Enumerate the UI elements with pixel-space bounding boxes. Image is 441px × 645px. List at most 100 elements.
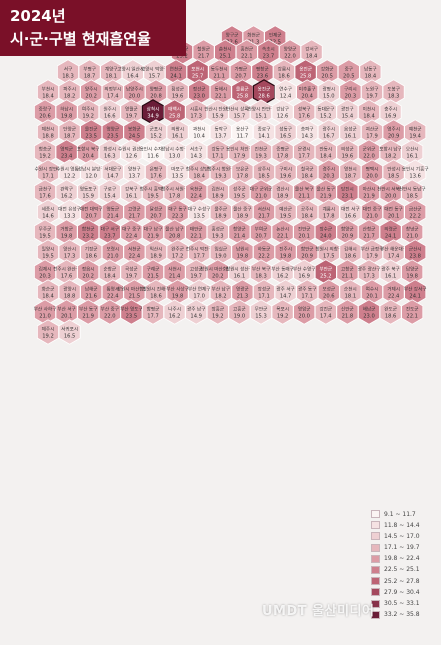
- region-name: 목포시: [276, 307, 289, 313]
- region-value: 23.7: [104, 234, 116, 240]
- region-value: 19.7: [126, 114, 138, 120]
- region-name: 완주군: [171, 246, 184, 253]
- region-name: 광진구: [341, 106, 354, 113]
- region-name: 광주시: [322, 126, 335, 133]
- region-name: 속초시: [262, 46, 275, 53]
- region-name: 부산 영도구: [120, 306, 143, 313]
- region-name: 울산 북구: [295, 186, 313, 193]
- region-value: 18.8: [64, 294, 76, 300]
- region-value: 19.7: [366, 94, 378, 100]
- region-value: 25.1: [219, 54, 231, 60]
- region-value: 18.6: [150, 294, 162, 300]
- region-value: 20.1: [61, 314, 73, 320]
- region-name: 경산시: [276, 186, 289, 193]
- region-value: 16.1: [126, 194, 138, 200]
- region-value: 17.0: [193, 294, 205, 300]
- region-name: 창원시 진해구: [143, 286, 170, 293]
- region-value: 21.4: [107, 214, 119, 220]
- region-name: 영양군: [106, 126, 119, 133]
- region-value: 16.2: [61, 194, 73, 200]
- region-hex: [206, 299, 229, 325]
- legend-swatch: [371, 565, 380, 574]
- region-name: 성남시 분당구: [78, 166, 105, 173]
- region-name: 부산 사하구: [34, 306, 57, 313]
- region-name: 포천시: [191, 66, 204, 73]
- region-name: 임실군: [214, 246, 227, 253]
- region-name: 연천군: [170, 66, 183, 73]
- region-name: 증평군: [276, 146, 289, 153]
- region-value: 21.6: [85, 294, 97, 300]
- region-name: 괴산군: [366, 126, 379, 133]
- region-hex: [166, 279, 189, 305]
- region-value: 21.5: [147, 274, 159, 280]
- region-name: 강화군: [321, 66, 334, 73]
- region-value: 21.3: [237, 294, 249, 300]
- region-name: 청주시 청원구: [207, 166, 234, 173]
- region-name: 옹진군: [258, 86, 271, 93]
- region-name: 안동시: [319, 146, 332, 153]
- region-value: 17.8: [323, 214, 335, 220]
- legend-range: 22.5 ~ 25.1: [384, 566, 420, 574]
- region-value: 23.2: [176, 54, 188, 60]
- region-name: 칠곡군: [301, 166, 314, 173]
- region-name: 서천군: [128, 246, 141, 253]
- region-value: 19.0: [234, 314, 246, 320]
- region-name: 함양군: [341, 226, 354, 233]
- region-value: 13.5: [193, 214, 205, 220]
- region-value: 22.4: [190, 194, 202, 200]
- region-name: 영등포구: [80, 186, 97, 193]
- region-name: 대전 동구: [384, 206, 402, 213]
- region-name: 곡성군: [125, 266, 138, 273]
- region-name: 완도군: [384, 306, 397, 313]
- region-value: 16.5: [64, 334, 76, 340]
- region-name: 옥천군: [190, 186, 203, 193]
- region-value: 13.0: [169, 154, 181, 160]
- region-value: 18.3: [388, 94, 400, 100]
- region-value: 24.1: [409, 294, 421, 300]
- region-name: 김해시: [344, 246, 357, 253]
- region-value: 15.4: [342, 114, 354, 120]
- region-name: 정선군: [193, 86, 206, 93]
- region-value: 19.8: [280, 254, 292, 260]
- region-name: 대전 서구: [341, 206, 359, 213]
- region-value: 20.0: [385, 194, 397, 200]
- region-value: 20.9: [301, 254, 313, 260]
- region-value: 16.5: [280, 134, 292, 140]
- region-value: 25.8: [237, 94, 249, 100]
- region-name: 동작구: [214, 126, 227, 133]
- region-name: 원주시: [103, 106, 116, 113]
- region-name: 창원시 마산합포구: [117, 286, 152, 293]
- region-name: 울산 중구: [233, 206, 251, 213]
- region-name: 중랑구: [39, 106, 52, 113]
- region-value: 22.4: [107, 294, 119, 300]
- region-value: 21.0: [366, 214, 378, 220]
- region-value: 16.1: [406, 154, 418, 160]
- region-value: 19.5: [147, 194, 159, 200]
- region-value: 14.3: [301, 134, 313, 140]
